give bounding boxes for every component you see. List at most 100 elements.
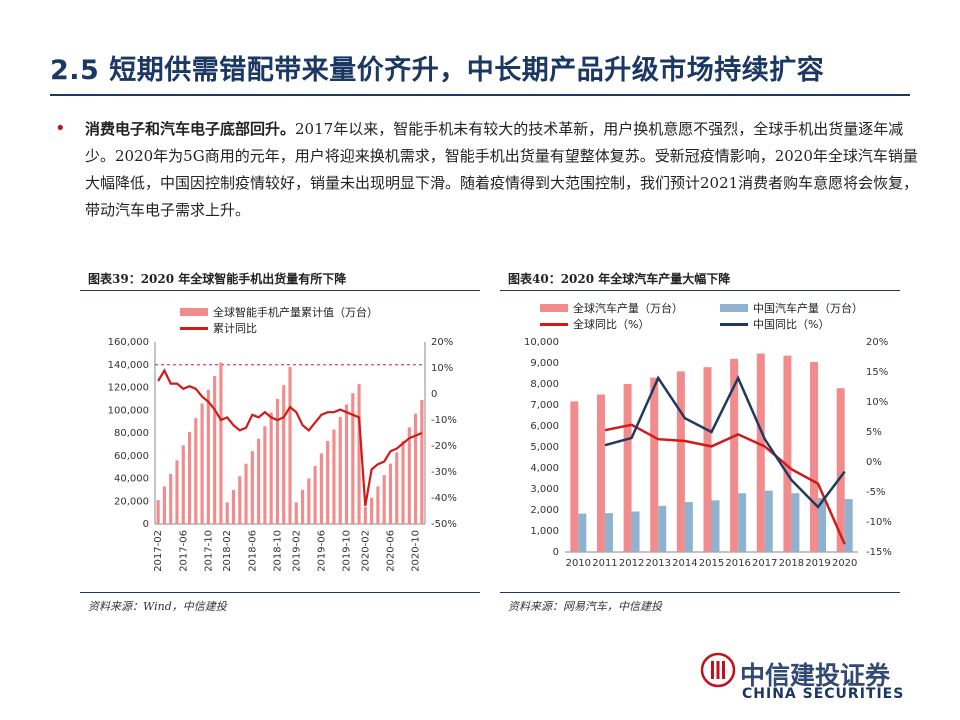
bar — [194, 418, 198, 524]
bar-global — [730, 358, 739, 552]
bar — [319, 453, 323, 524]
y-left-tick-label: 3,000 — [530, 484, 559, 495]
bar — [294, 502, 298, 524]
bar — [395, 452, 399, 524]
y-right-tick-label: 0 — [431, 389, 437, 400]
bar — [344, 404, 349, 524]
y-left-tick-label: 6,000 — [530, 421, 559, 432]
legend-swatch-line — [720, 322, 748, 326]
y-right-tick-label: 10% — [431, 363, 453, 374]
bar-china — [684, 502, 693, 552]
x-tick-label: 2019-10 — [342, 530, 353, 572]
bar-global — [836, 388, 845, 552]
y-left-tick-label: 1,000 — [530, 526, 559, 537]
x-tick-label: 2020-06 — [385, 530, 396, 572]
bar — [187, 431, 192, 524]
x-tick-label: 2010 — [566, 558, 591, 569]
bar — [219, 362, 223, 524]
chart-39-legend-line: 累计同比 — [180, 320, 257, 336]
logo-text-en: CHINA SECURITIES — [742, 686, 905, 702]
y-left-tick-label: 2,000 — [530, 505, 559, 516]
y-left-tick-label: 10,000 — [524, 337, 559, 348]
x-tick-label: 2019-02 — [291, 530, 302, 572]
x-tick-label: 2018-02 — [222, 530, 233, 572]
legend-swatch-line — [180, 326, 208, 330]
bar — [225, 502, 229, 524]
bar — [332, 429, 336, 524]
bar — [313, 465, 317, 524]
chart-39-title-rule — [80, 290, 480, 291]
bar — [370, 497, 374, 524]
bar — [175, 460, 179, 524]
x-tick-label: 2017 — [752, 558, 777, 569]
chart-40-title: 图表40：2020 年全球汽车产量大幅下降 — [508, 272, 731, 286]
chart-39-legend-bar: 全球智能手机产量累计值（万台） — [180, 304, 378, 320]
chart-40-legend-china-bar: 中国汽车产量（万台） — [720, 300, 863, 316]
bar-global — [596, 394, 605, 552]
y-left-tick-label: 100,000 — [108, 405, 149, 416]
bar — [363, 506, 367, 524]
bar — [269, 412, 273, 524]
y-right-tick-label: -10% — [866, 517, 892, 528]
chart-39-svg: 0 20,000 40,000 60,000 80,000 100,000 120,000 1… — [108, 337, 457, 572]
y-right-tick-label: -5% — [866, 487, 885, 498]
bar-china — [604, 513, 613, 552]
bar — [169, 473, 173, 524]
chart-40-legend-global-line: 全球同比（%） — [540, 316, 649, 332]
bar-china — [658, 505, 667, 552]
bar — [244, 463, 248, 524]
bar — [181, 445, 185, 524]
bar — [401, 440, 405, 524]
bar-china — [738, 493, 747, 552]
x-tick-label: 2012 — [619, 558, 644, 569]
legend-swatch-bar — [720, 304, 748, 312]
bar-global — [570, 401, 579, 552]
yoy-line — [157, 368, 423, 506]
chart-40-legend-china-line: 中国同比（%） — [720, 316, 829, 332]
legend-label: 中国汽车产量（万台） — [753, 302, 863, 315]
y-right-tick-label: -20% — [431, 441, 457, 452]
y-left-tick-label: 120,000 — [108, 383, 149, 394]
bar — [275, 398, 280, 524]
y-left-tick-label: 40,000 — [114, 474, 149, 485]
y-right-tick-label: -50% — [431, 519, 457, 530]
bullet-marker: • — [55, 118, 66, 139]
bar — [382, 475, 386, 524]
x-tick-label: 2020-10 — [411, 530, 422, 572]
bar — [414, 413, 418, 524]
body-lead: 消费电子和汽车电子底部回升。 — [85, 120, 296, 138]
y-left-tick-label: 20,000 — [114, 496, 149, 507]
y-right-tick-label: 5% — [866, 427, 882, 438]
bar — [206, 389, 210, 524]
bar — [282, 385, 286, 524]
bar — [156, 500, 160, 524]
y-left-tick-label: 5,000 — [530, 442, 559, 453]
bar — [388, 463, 393, 524]
legend-swatch-line — [540, 322, 568, 326]
y-left-tick-label: 9,000 — [530, 358, 559, 369]
bar — [200, 403, 204, 524]
bar-china — [791, 493, 800, 552]
legend-label: 全球同比（%） — [573, 318, 650, 331]
chart-40-source: 资料来源：网易汽车，中信建投 — [508, 600, 662, 613]
bar — [300, 489, 305, 524]
logo-text-cn: 中信建投证券 — [740, 661, 891, 690]
bar — [213, 376, 217, 524]
chart-39-panel: 图表39：2020 年全球智能手机出货量有所下降 全球智能手机产量累计值（万台）… — [80, 262, 480, 622]
chart-40-svg: 0 1,000 2,000 3,000 4,000 5,000 6,000 7,000 8,00… — [524, 337, 892, 569]
chart-39-title: 图表39：2020 年全球智能手机出货量有所下降 — [88, 272, 347, 286]
chart-40-panel: 图表40：2020 年全球汽车产量大幅下降 全球汽车产量（万台） 中国汽车产量（… — [500, 262, 900, 622]
y-right-tick-label: 20% — [866, 337, 888, 348]
bar — [351, 393, 355, 524]
y-right-tick-label: -40% — [431, 493, 457, 504]
y-right-tick-label: 10% — [866, 397, 888, 408]
x-tick-label: 2018 — [779, 558, 804, 569]
bar — [263, 426, 267, 524]
x-tick-label: 2015 — [699, 558, 724, 569]
x-tick-label: 2016 — [725, 558, 750, 569]
body-text: 2017年以来，智能手机未有较大的技术革新，用户换机意愿不强烈，全球手机出货量逐… — [85, 120, 919, 219]
bar-global — [676, 371, 685, 552]
y-left-tick-label: 8,000 — [530, 379, 559, 390]
x-tick-label: 2017-02 — [153, 530, 164, 572]
legend-swatch-bar — [540, 304, 568, 312]
